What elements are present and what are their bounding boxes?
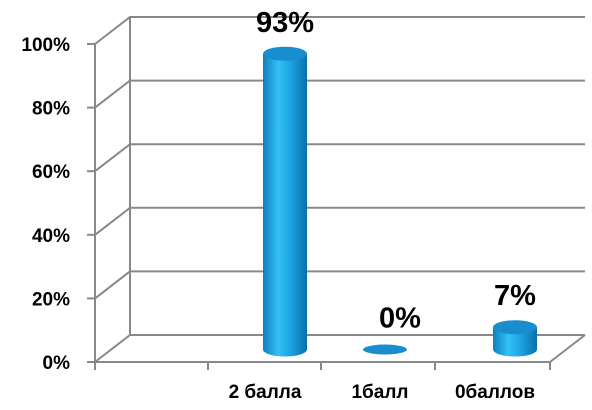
bar bbox=[493, 320, 537, 357]
chart-bars bbox=[263, 46, 537, 357]
y-axis-tick-labels: 0% 20% 40% 60% 80% 100% bbox=[21, 35, 70, 374]
data-labels: 93% 0% 7% bbox=[256, 7, 536, 335]
x-tick-label: 2 балла bbox=[229, 382, 302, 403]
y-tick-label: 100% bbox=[21, 35, 70, 56]
y-tick-label: 60% bbox=[32, 162, 70, 183]
gridline bbox=[94, 79, 585, 109]
bar bbox=[263, 46, 307, 357]
data-label: 7% bbox=[494, 280, 536, 312]
gridline bbox=[94, 206, 585, 236]
y-tick-label: 0% bbox=[43, 353, 71, 374]
chart-axes bbox=[87, 17, 586, 370]
data-label: 93% bbox=[256, 7, 314, 39]
bar-body bbox=[263, 53, 307, 357]
bar-body bbox=[493, 327, 537, 357]
x-tick-label: 1балл bbox=[351, 382, 408, 403]
gridline bbox=[94, 16, 585, 45]
x-axis-tick-labels: 2 балла 1балл 0баллов bbox=[229, 382, 535, 403]
bar-top bbox=[263, 46, 307, 61]
bar bbox=[363, 344, 407, 355]
floor-right-edge bbox=[549, 334, 586, 363]
y-tick-label: 40% bbox=[32, 226, 70, 247]
bar-top bbox=[493, 320, 537, 335]
y-tick-label: 20% bbox=[32, 289, 70, 310]
gridline bbox=[94, 143, 585, 172]
y-tick-label: 80% bbox=[32, 99, 70, 120]
bar-top bbox=[363, 344, 407, 355]
x-tick-label: 0баллов bbox=[455, 382, 535, 403]
data-label: 0% bbox=[379, 303, 421, 335]
